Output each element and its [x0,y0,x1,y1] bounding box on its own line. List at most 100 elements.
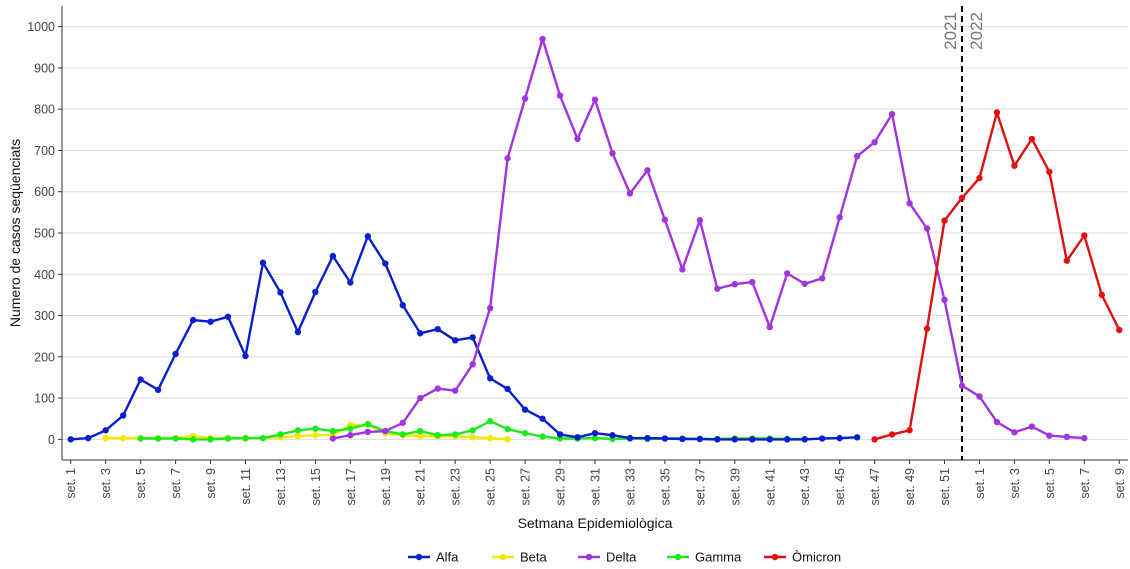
data-point [189,436,197,443]
data-point [85,434,92,442]
x-tick-label: set. 29 [554,468,568,506]
y-tick-label: 500 [34,227,55,241]
data-point [504,425,511,433]
legend: Alfa Beta Delta Gamma Òmicron [408,550,841,565]
y-tick-label: 600 [34,185,55,199]
data-point [294,328,302,336]
y-tick-label: 300 [34,309,55,323]
data-point [224,435,232,442]
data-point [1081,434,1088,442]
x-tick-label: set. 15 [309,468,323,506]
legend-marker [585,553,593,561]
y-tick-label: 700 [34,144,55,158]
data-point [574,434,581,441]
data-point [853,153,861,160]
x-tick-label: set. 9 [204,468,218,499]
data-point [836,434,843,442]
data-point [399,419,406,427]
legend-marker [415,553,423,561]
data-point [609,432,616,439]
y-axis-title: Numero de casos seqüenciats [7,139,23,327]
data-point [119,434,127,442]
data-point [417,330,424,337]
data-point [941,296,948,304]
data-point [976,174,983,182]
data-point [469,361,476,368]
data-point [137,376,144,383]
data-point [172,435,179,442]
x-tick-label: set. 13 [274,468,288,506]
data-point [766,323,773,331]
data-point [714,436,721,443]
data-point [591,434,599,442]
data-point [679,266,686,273]
data-point [1116,326,1123,334]
x-tick-label: set. 21 [414,468,428,506]
data-point [941,217,948,224]
legend-label: Òmicron [792,550,841,565]
data-point [329,427,337,435]
x-tick-label: set. 7 [169,468,183,499]
series-alfa [67,233,861,443]
data-point [207,436,214,443]
data-point [312,288,319,296]
x-tick-label: set. 1 [64,468,78,499]
data-point [312,432,319,439]
x-tick-label: set. 5 [1043,468,1057,499]
x-tick-label: set. 5 [134,468,148,499]
y-tick-label: 200 [34,350,55,364]
data-point [818,435,826,442]
data-point [766,436,773,443]
data-point [1081,232,1088,239]
x-tick-label: set. 3 [99,468,113,499]
x-tick-label: set. 31 [589,468,603,506]
year-label-2022: 2022 [967,12,986,50]
x-tick-label: set. 41 [763,468,777,506]
data-point [539,433,546,440]
data-point [679,435,686,443]
data-point [224,313,232,320]
data-point [382,260,389,267]
data-point [277,289,284,296]
data-point [312,425,319,432]
x-tick-label: set. 7 [1078,468,1092,499]
legend-item: Beta [492,550,548,565]
data-point [294,432,302,440]
data-point [871,139,878,146]
data-point [731,280,739,288]
data-point [364,233,372,240]
data-point [958,194,966,202]
x-axis-title: Setmana Epidemiològica [518,515,673,531]
x-tick-label: set. 45 [833,468,847,506]
x-tick-label: set. 23 [449,468,463,506]
x-tick-label: set. 49 [903,468,917,506]
data-point [154,435,162,442]
data-point [749,278,756,286]
data-point [417,394,424,402]
data-point [486,434,494,442]
data-point [417,432,424,440]
data-point [853,434,861,441]
legend-marker [674,553,682,561]
legend-item: Gamma [667,550,742,565]
data-point [556,92,564,99]
series-òmicron [871,109,1123,443]
data-point [189,316,197,324]
data-point [784,436,791,443]
data-point [486,304,494,312]
data-point [469,434,476,441]
data-point [784,270,791,277]
data-point [259,434,267,442]
data-point [137,435,144,442]
legend-marker [771,553,779,561]
data-point [486,375,494,382]
data-point [923,225,931,232]
data-point [574,135,581,143]
data-point [1046,432,1053,439]
grid [62,26,1128,440]
x-tick-label: set. 11 [239,468,253,505]
data-point [382,427,389,435]
data-point [207,318,214,325]
x-tick-label: set. 3 [1008,468,1022,499]
